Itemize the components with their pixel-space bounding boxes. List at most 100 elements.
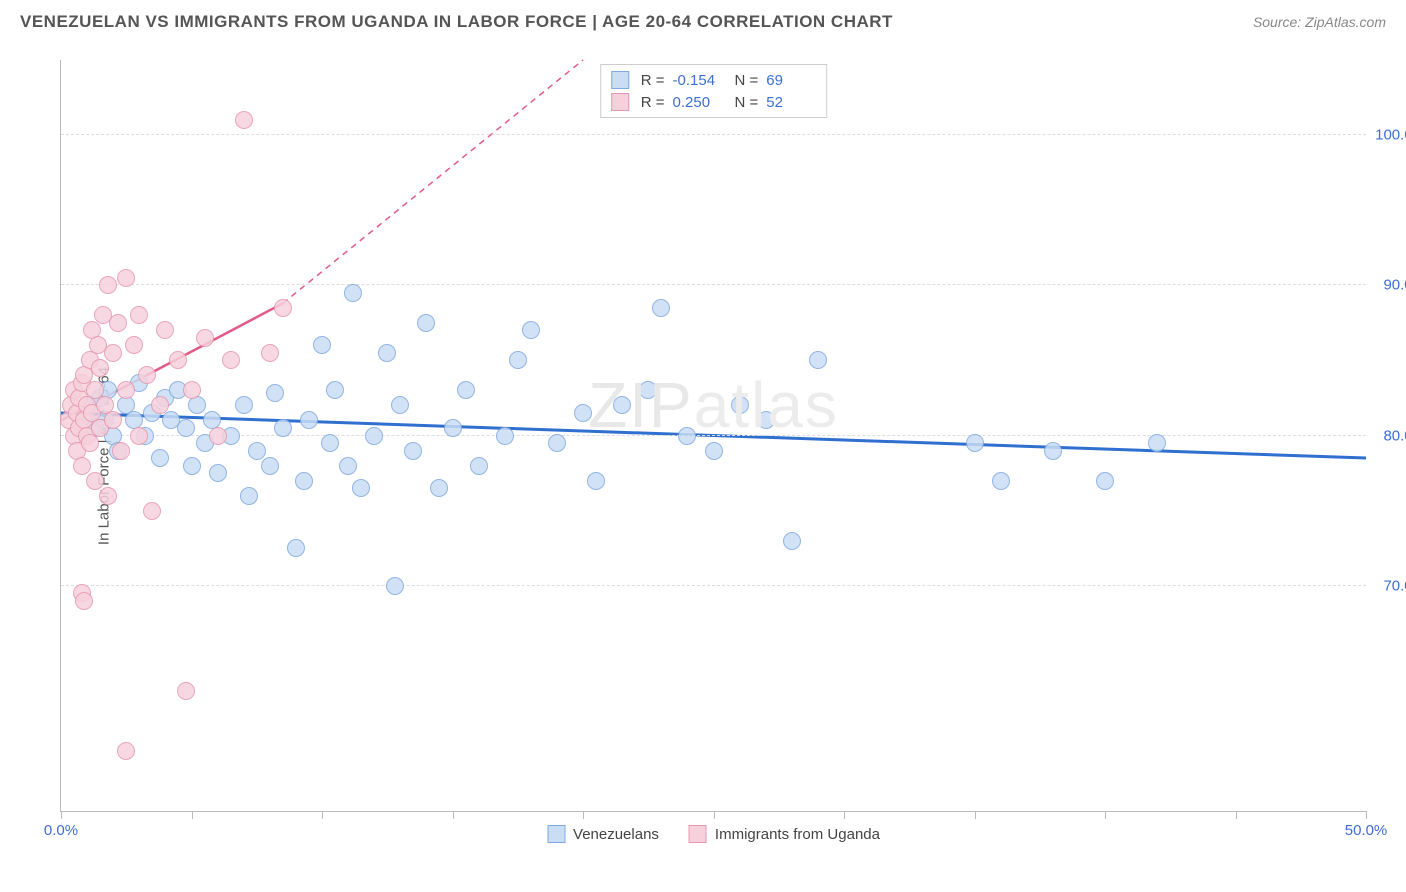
data-point (104, 344, 122, 362)
data-point (196, 329, 214, 347)
data-point (470, 457, 488, 475)
data-point (731, 396, 749, 414)
data-point (444, 419, 462, 437)
data-point (274, 419, 292, 437)
data-point (678, 427, 696, 445)
correlation-legend: R =-0.154N =69R =0.250N =52 (600, 64, 828, 118)
n-label: N = (735, 94, 759, 111)
x-tick (192, 811, 193, 819)
data-point (209, 427, 227, 445)
data-point (261, 344, 279, 362)
data-point (209, 464, 227, 482)
data-point (117, 381, 135, 399)
data-point (417, 314, 435, 332)
data-point (183, 457, 201, 475)
legend-swatch (689, 825, 707, 843)
r-label: R = (641, 72, 665, 89)
series-legend-item: Immigrants from Uganda (689, 825, 880, 843)
data-point (112, 442, 130, 460)
x-tick (1366, 811, 1367, 819)
series-legend-label: Immigrants from Uganda (715, 826, 880, 843)
data-point (783, 532, 801, 550)
legend-swatch (611, 71, 629, 89)
data-point (1044, 442, 1062, 460)
data-point (104, 411, 122, 429)
data-point (222, 351, 240, 369)
data-point (177, 682, 195, 700)
data-point (404, 442, 422, 460)
data-point (235, 111, 253, 129)
chart-container: In Labor Force | Age 20-64 ZIPatlas R =-… (20, 50, 1386, 862)
data-point (287, 539, 305, 557)
series-legend-label: Venezuelans (573, 826, 659, 843)
data-point (386, 577, 404, 595)
data-point (352, 479, 370, 497)
legend-row: R = 0.250 N = 52 (611, 91, 817, 113)
gridline (61, 134, 1366, 135)
data-point (183, 381, 201, 399)
data-point (522, 321, 540, 339)
data-point (966, 434, 984, 452)
data-point (992, 472, 1010, 490)
n-value: 52 (766, 94, 816, 111)
data-point (1096, 472, 1114, 490)
data-point (240, 487, 258, 505)
x-tick (61, 811, 62, 819)
trend-lines (61, 60, 1366, 811)
gridline (61, 284, 1366, 285)
x-tick (844, 811, 845, 819)
data-point (457, 381, 475, 399)
data-point (143, 502, 161, 520)
data-point (99, 487, 117, 505)
data-point (75, 592, 93, 610)
data-point (86, 472, 104, 490)
data-point (109, 314, 127, 332)
n-label: N = (735, 72, 759, 89)
data-point (430, 479, 448, 497)
data-point (587, 472, 605, 490)
data-point (326, 381, 344, 399)
data-point (509, 351, 527, 369)
data-point (300, 411, 318, 429)
r-value: 0.250 (673, 94, 723, 111)
x-tick (583, 811, 584, 819)
data-point (1148, 434, 1166, 452)
gridline (61, 435, 1366, 436)
data-point (339, 457, 357, 475)
x-tick-label: 0.0% (44, 822, 78, 839)
r-value: -0.154 (673, 72, 723, 89)
data-point (344, 284, 362, 302)
data-point (151, 449, 169, 467)
x-tick (975, 811, 976, 819)
data-point (81, 434, 99, 452)
x-tick (1236, 811, 1237, 819)
source-label: Source: ZipAtlas.com (1253, 14, 1386, 30)
data-point (235, 396, 253, 414)
data-point (639, 381, 657, 399)
data-point (378, 344, 396, 362)
data-point (248, 442, 266, 460)
x-tick (1105, 811, 1106, 819)
data-point (295, 472, 313, 490)
data-point (117, 269, 135, 287)
data-point (130, 427, 148, 445)
x-tick-label: 50.0% (1345, 822, 1388, 839)
legend-swatch (611, 93, 629, 111)
data-point (705, 442, 723, 460)
data-point (321, 434, 339, 452)
x-tick (322, 811, 323, 819)
data-point (177, 419, 195, 437)
series-legend-item: Venezuelans (547, 825, 659, 843)
r-label: R = (641, 94, 665, 111)
y-tick-label: 80.0% (1383, 427, 1406, 444)
chart-title: VENEZUELAN VS IMMIGRANTS FROM UGANDA IN … (20, 12, 893, 32)
data-point (91, 359, 109, 377)
y-tick-label: 100.0% (1375, 127, 1406, 144)
data-point (809, 351, 827, 369)
x-tick (453, 811, 454, 819)
data-point (652, 299, 670, 317)
data-point (99, 276, 117, 294)
legend-row: R =-0.154N =69 (611, 69, 817, 91)
data-point (130, 306, 148, 324)
legend-swatch (547, 825, 565, 843)
